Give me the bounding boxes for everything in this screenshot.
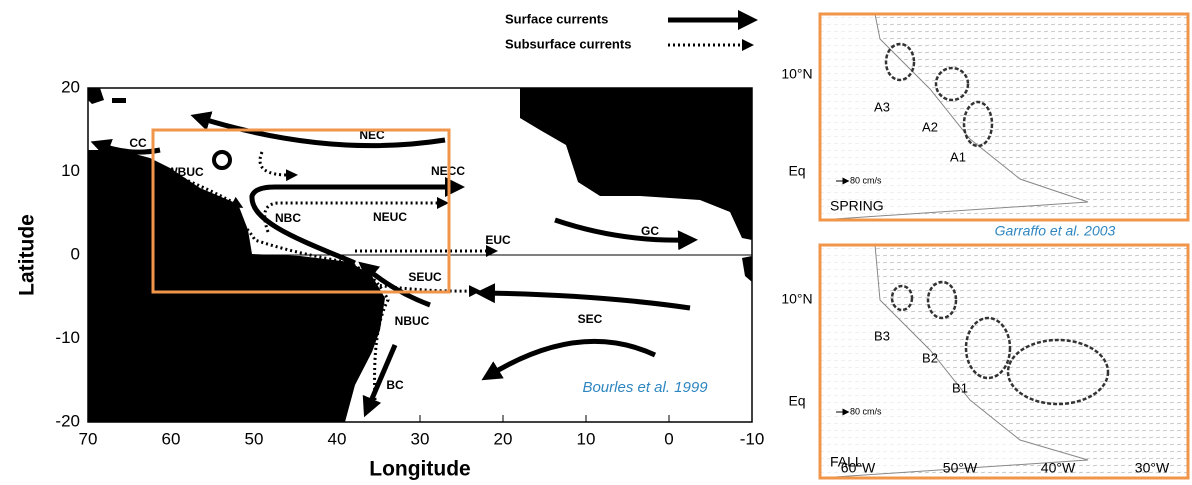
y-tick-label: 20 bbox=[61, 77, 80, 96]
surface-current bbox=[200, 118, 445, 146]
subsurface-current bbox=[260, 152, 292, 175]
legend-label: Subsurface currents bbox=[505, 36, 631, 51]
lat-label: Eq bbox=[788, 163, 805, 179]
ring bbox=[214, 152, 230, 168]
island bbox=[742, 256, 752, 282]
y-tick-label: -10 bbox=[55, 328, 80, 347]
eddy-label: A2 bbox=[922, 119, 938, 134]
scale-label: 80 cm/s bbox=[850, 406, 882, 416]
x-tick-label: 40 bbox=[328, 429, 347, 448]
eddy-label: A1 bbox=[950, 149, 966, 164]
eddy-label: B2 bbox=[922, 350, 938, 365]
surface-current bbox=[555, 220, 688, 240]
eddy-label: B3 bbox=[874, 328, 890, 343]
lon-label: 50°W bbox=[943, 460, 978, 476]
y-axis-title: Latitude bbox=[16, 214, 39, 296]
x-tick-label: 10 bbox=[577, 429, 596, 448]
y-tick-label: 10 bbox=[61, 161, 80, 180]
lon-label: 30°W bbox=[1135, 460, 1170, 476]
lat-label: 10°N bbox=[781, 291, 812, 307]
x-tick-label: 20 bbox=[494, 429, 513, 448]
subsurface-current bbox=[370, 284, 475, 291]
caribbean bbox=[112, 98, 126, 103]
page: {"legend":{"surface":"Surface currents",… bbox=[0, 0, 1192, 485]
eddy-label: A3 bbox=[874, 99, 890, 114]
surface-current bbox=[368, 345, 395, 408]
citation: Bourles et al. 1999 bbox=[582, 379, 708, 396]
x-tick-label: 50 bbox=[245, 429, 264, 448]
panel-citation: Garraffo et al. 2003 bbox=[995, 223, 1116, 239]
season-label: SPRING bbox=[830, 198, 884, 214]
surface-current bbox=[490, 341, 655, 375]
lat-label: Eq bbox=[788, 393, 805, 409]
lon-label: 40°W bbox=[1041, 460, 1076, 476]
current-label: EUC bbox=[485, 233, 511, 247]
x-tick-label: 60 bbox=[162, 429, 181, 448]
x-tick-label: 0 bbox=[664, 429, 673, 448]
africa bbox=[520, 88, 752, 240]
north-america bbox=[88, 88, 104, 104]
body: CCWBUCNECNECCNBCNEUCEUCGCSEUCNBUCSECBC20… bbox=[0, 0, 1192, 485]
current-label: NEUC bbox=[373, 210, 407, 224]
figure: CCWBUCNECNECCNBCNEUCEUCGCSEUCNBUCSECBC20… bbox=[0, 0, 1192, 485]
current-label: SEC bbox=[578, 312, 603, 326]
legend-label: Surface currents bbox=[505, 11, 608, 26]
x-tick-label: 70 bbox=[79, 429, 98, 448]
scale-label: 80 cm/s bbox=[850, 175, 882, 185]
lat-label: 10°N bbox=[781, 66, 812, 82]
eddy-label: B1 bbox=[952, 380, 968, 395]
x-tick-label: 30 bbox=[411, 429, 430, 448]
current-label: WBUC bbox=[166, 165, 204, 179]
current-label: NBUC bbox=[395, 314, 430, 328]
surface-current bbox=[485, 293, 690, 308]
south-america bbox=[88, 150, 385, 422]
lon-label: 60°W bbox=[841, 460, 876, 476]
current-label: BC bbox=[386, 378, 404, 392]
x-axis-title: Longitude bbox=[369, 458, 470, 481]
y-tick-label: -20 bbox=[55, 411, 80, 430]
x-tick-label: -10 bbox=[740, 429, 765, 448]
current-label: GC bbox=[641, 224, 659, 238]
current-label: NBC bbox=[275, 211, 301, 225]
current-label: SEUC bbox=[408, 270, 442, 284]
current-label: CC bbox=[129, 136, 147, 150]
y-tick-label: 0 bbox=[71, 244, 80, 263]
